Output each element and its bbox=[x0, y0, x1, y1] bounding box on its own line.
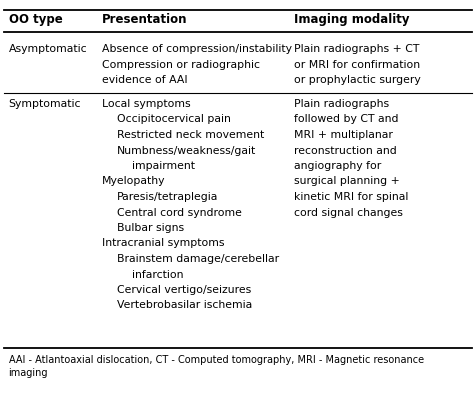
Text: Occipitocervical pain: Occipitocervical pain bbox=[117, 114, 231, 125]
Text: impairment: impairment bbox=[132, 161, 195, 171]
Text: reconstruction and: reconstruction and bbox=[294, 145, 397, 156]
Text: followed by CT and: followed by CT and bbox=[294, 114, 398, 125]
Text: Local symptoms: Local symptoms bbox=[102, 99, 191, 109]
Text: Plain radiographs: Plain radiographs bbox=[294, 99, 389, 109]
Text: evidence of AAI: evidence of AAI bbox=[102, 75, 188, 85]
Text: Asymptomatic: Asymptomatic bbox=[9, 44, 87, 54]
Text: Intracranial symptoms: Intracranial symptoms bbox=[102, 239, 224, 249]
Text: Myelopathy: Myelopathy bbox=[102, 177, 165, 187]
Text: Presentation: Presentation bbox=[102, 13, 187, 26]
Text: imaging: imaging bbox=[9, 368, 48, 378]
Text: Cervical vertigo/seizures: Cervical vertigo/seizures bbox=[117, 285, 251, 295]
Text: Plain radiographs + CT: Plain radiographs + CT bbox=[294, 44, 419, 54]
Text: AAI - Atlantoaxial dislocation, CT - Computed tomography, MRI - Magnetic resonan: AAI - Atlantoaxial dislocation, CT - Com… bbox=[9, 355, 424, 365]
Text: kinetic MRI for spinal: kinetic MRI for spinal bbox=[294, 192, 408, 202]
Text: or prophylactic surgery: or prophylactic surgery bbox=[294, 75, 420, 85]
Text: Numbness/weakness/gait: Numbness/weakness/gait bbox=[117, 145, 256, 156]
Text: Imaging modality: Imaging modality bbox=[294, 13, 410, 26]
Text: Bulbar signs: Bulbar signs bbox=[117, 223, 184, 233]
Text: Symptomatic: Symptomatic bbox=[9, 99, 81, 109]
Text: Absence of compression/instability: Absence of compression/instability bbox=[102, 44, 292, 54]
Text: or MRI for confirmation: or MRI for confirmation bbox=[294, 60, 420, 69]
Text: OO type: OO type bbox=[9, 13, 62, 26]
Text: Brainstem damage/cerebellar: Brainstem damage/cerebellar bbox=[117, 254, 279, 264]
Text: Vertebrobasilar ischemia: Vertebrobasilar ischemia bbox=[117, 301, 252, 310]
Text: MRI + multiplanar: MRI + multiplanar bbox=[294, 130, 393, 140]
Text: surgical planning +: surgical planning + bbox=[294, 177, 400, 187]
Text: Compression or radiographic: Compression or radiographic bbox=[102, 60, 260, 69]
Text: Central cord syndrome: Central cord syndrome bbox=[117, 208, 242, 218]
Text: Restricted neck movement: Restricted neck movement bbox=[117, 130, 264, 140]
Text: infarction: infarction bbox=[132, 270, 184, 279]
Text: Paresis/tetraplegia: Paresis/tetraplegia bbox=[117, 192, 219, 202]
Text: angiography for: angiography for bbox=[294, 161, 381, 171]
Text: cord signal changes: cord signal changes bbox=[294, 208, 403, 218]
